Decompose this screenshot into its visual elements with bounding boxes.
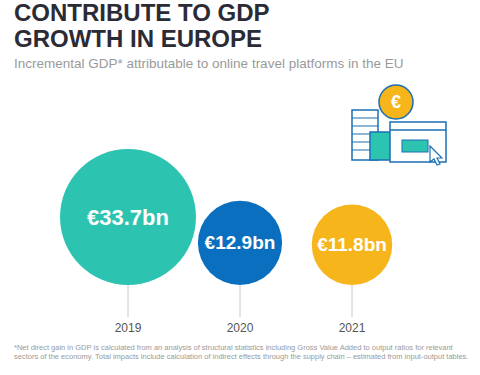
svg-text:€: € — [391, 92, 401, 112]
svg-text:2020: 2020 — [227, 321, 254, 335]
svg-text:€11.8bn: €11.8bn — [317, 234, 387, 255]
svg-text:2019: 2019 — [115, 321, 142, 335]
svg-text:€33.7bn: €33.7bn — [87, 205, 169, 230]
html-text:CONTRIBUTE TO GDP GROWTH IN EU: CONTRIBUTE TO GDP GROWTH IN EUROPE — [14, 0, 270, 52]
html-text:*Net direct gain in GDP is cal: *Net direct gain in GDP is calculated fr… — [14, 343, 469, 361]
svg-text:€12.9bn: €12.9bn — [205, 232, 276, 253]
html-text:Incremental GDP* attributable: Incremental GDP* attributable to online … — [14, 56, 404, 71]
svg-text:2021: 2021 — [339, 321, 366, 335]
